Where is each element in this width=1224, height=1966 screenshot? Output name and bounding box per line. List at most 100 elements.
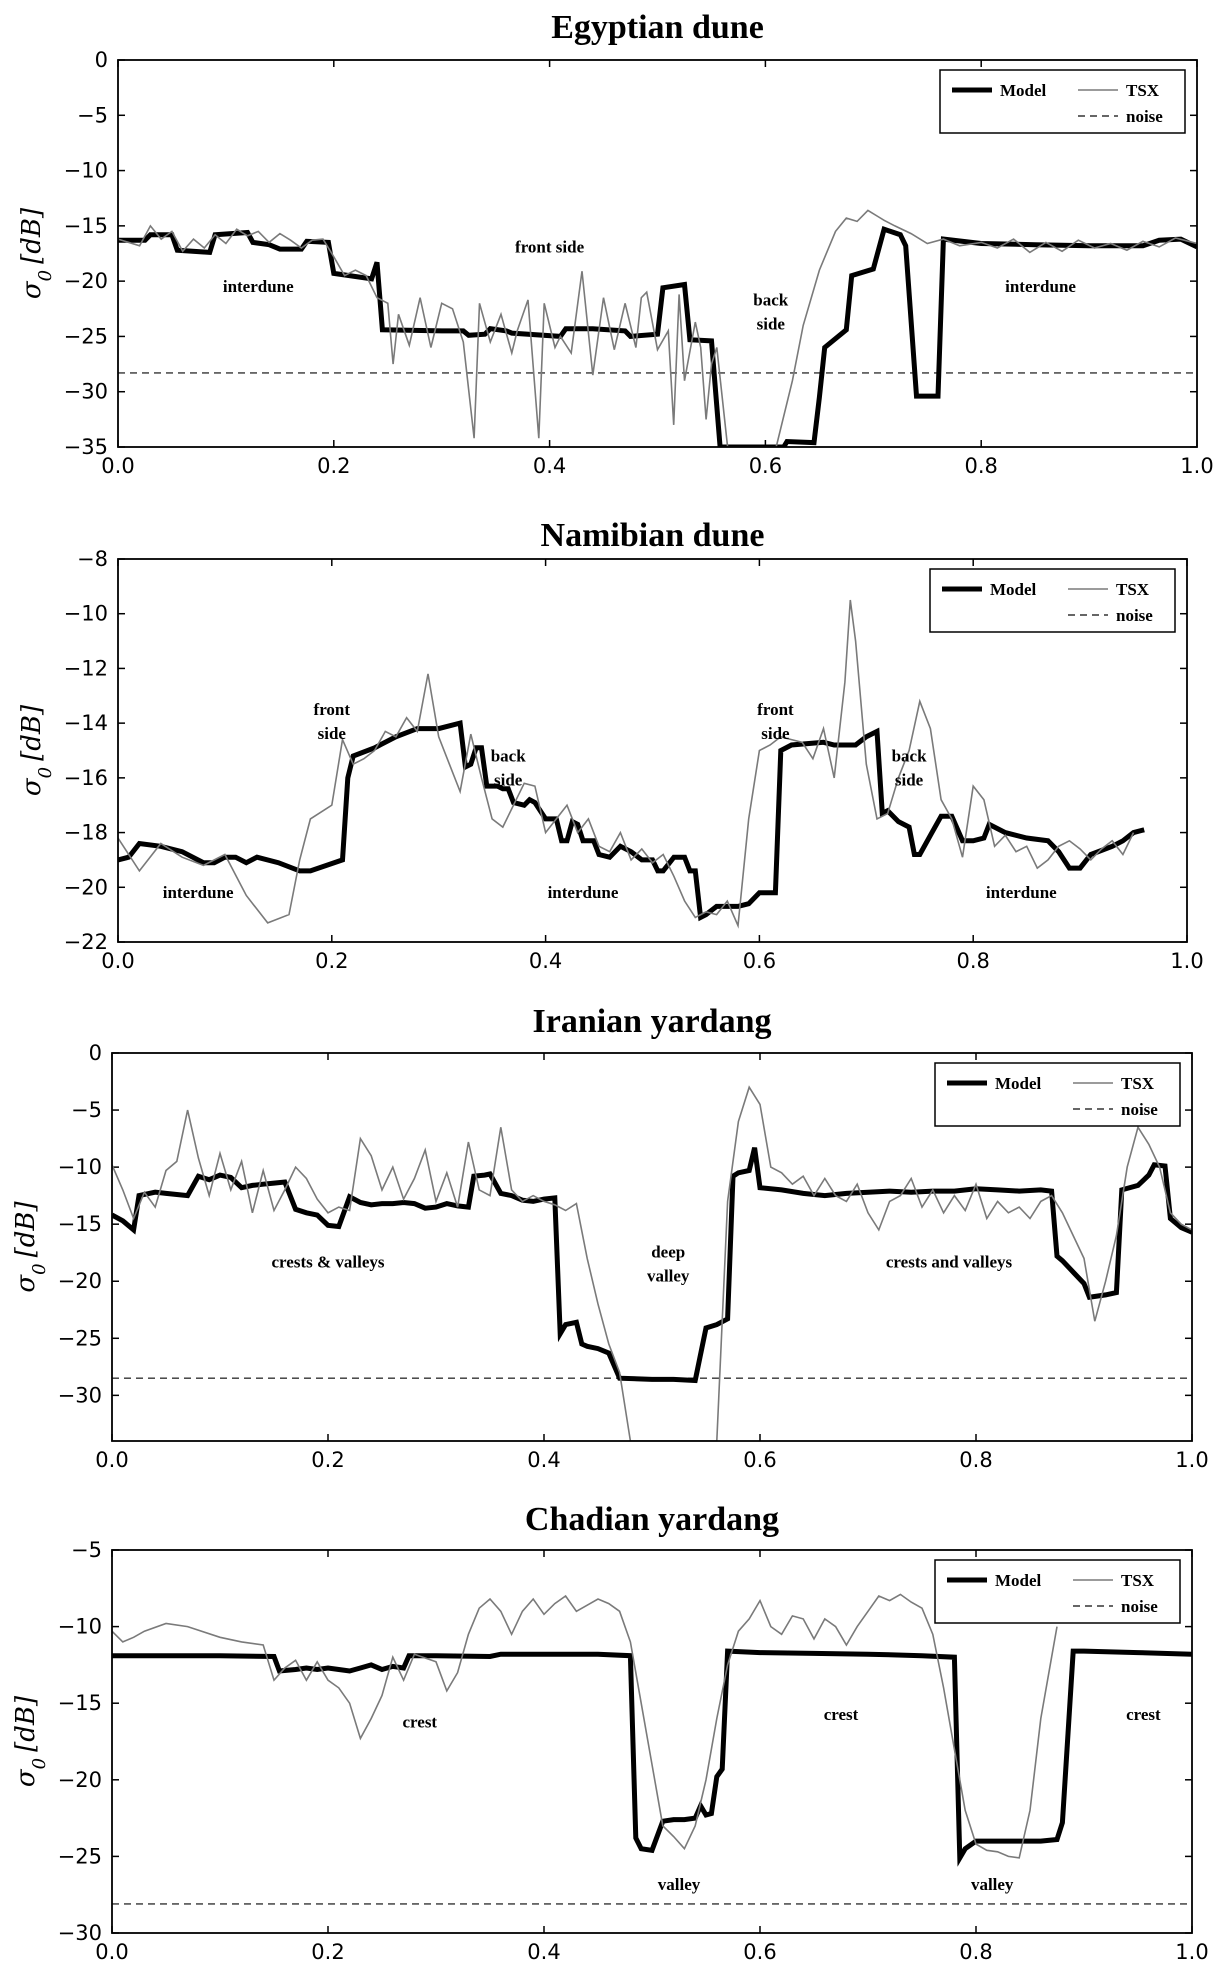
x-tick-label: 0.4 [527, 1448, 560, 1472]
legend-model-label: Model [1000, 81, 1047, 100]
x-tick-label: 0.0 [101, 454, 134, 478]
y-tick-label: −16 [64, 766, 108, 790]
legend-noise-label: noise [1126, 107, 1163, 126]
x-tick-label: 0.2 [315, 949, 348, 973]
annotation-label: crests and valleys [886, 1253, 1013, 1272]
y-label-unit: [dB] [17, 207, 47, 264]
y-tick-label: −10 [58, 1615, 102, 1639]
x-tick-label: 0.2 [311, 1448, 344, 1472]
y-tick-label: −15 [64, 214, 108, 238]
y-label-subscript: 0 [35, 270, 56, 281]
x-tick-label: 0.0 [95, 1448, 128, 1472]
x-tick-label: 1.0 [1175, 1448, 1208, 1472]
y-label-subscript: 0 [29, 1758, 50, 1769]
x-tick-label: 0.4 [527, 1940, 560, 1964]
y-tick-label: 0 [89, 1041, 102, 1065]
y-tick-label: −8 [77, 547, 108, 571]
panel-4: Chadian yardang σ0 [dB] 0.0 0.2 0.4 0.6 0.8 1.0 −… [11, 1501, 1209, 1964]
y-tick-label: −12 [64, 656, 108, 680]
legend-tsx-label: TSX [1126, 81, 1160, 100]
legend-box [939, 69, 1186, 134]
x-tick-label: 0.0 [95, 1940, 128, 1964]
annotation-label: crest [1126, 1705, 1161, 1724]
y-tick-label: −20 [64, 269, 108, 293]
y-tick-label: −35 [64, 435, 108, 459]
series-model-line [118, 225, 1197, 447]
legend-model-label: Model [995, 1074, 1042, 1093]
y-label-symbol: σ [11, 1274, 41, 1293]
legend: Model TSX noise [934, 1559, 1181, 1624]
series-model-line [112, 1147, 1192, 1384]
annotation-label: valley [658, 1875, 701, 1894]
annotation-label: front [757, 700, 794, 719]
annotation-label: side [494, 770, 523, 789]
series-tsx-line [112, 1593, 1058, 1859]
legend: Model TSX noise [939, 69, 1186, 134]
annotation-label: side [895, 770, 924, 789]
annotation-label: interdune [1005, 277, 1076, 296]
legend-box [929, 568, 1176, 633]
y-tick-label: −20 [58, 1269, 102, 1293]
y-tick-label: −25 [58, 1844, 102, 1868]
y-axis-label: σ0 [dB] [11, 1201, 50, 1293]
annotation-label: valley [971, 1875, 1014, 1894]
x-tick-label: 0.4 [529, 949, 562, 973]
y-tick-label: −10 [64, 602, 108, 626]
series-model-line [112, 1648, 1192, 1867]
annotation-label: deep [651, 1242, 685, 1261]
y-tick-label: −20 [64, 875, 108, 899]
x-tick-label: 0.0 [101, 949, 134, 973]
annotation-label: back [491, 746, 527, 765]
x-tick-label: 0.8 [956, 949, 989, 973]
annotation-label: crest [402, 1713, 437, 1732]
x-tick-label: 0.6 [749, 454, 782, 478]
y-tick-label: 0 [95, 48, 108, 72]
y-label-subscript: 0 [35, 767, 56, 778]
panel-title: Iranian yardang [533, 1003, 772, 1040]
y-label-symbol: σ [17, 280, 47, 299]
legend-noise-label: noise [1121, 1100, 1158, 1119]
annotation-label: interdune [163, 883, 234, 902]
panel-title: Egyptian dune [551, 9, 764, 46]
y-tick-label: −30 [58, 1383, 102, 1407]
y-tick-label: −14 [64, 711, 108, 735]
legend-noise-label: noise [1116, 606, 1153, 625]
y-tick-label: −5 [71, 1538, 102, 1562]
y-axis-label: σ0 [dB] [17, 704, 56, 796]
annotation-label: front side [515, 237, 585, 256]
plot-frame [111, 1052, 1193, 1442]
legend-noise-label: noise [1121, 1597, 1158, 1616]
annotation-label: crest [824, 1705, 859, 1724]
y-label-unit: [dB] [11, 1695, 41, 1752]
legend-tsx-label: TSX [1116, 580, 1150, 599]
y-tick-label: −25 [58, 1326, 102, 1350]
annotation-label: crests & valleys [272, 1253, 385, 1272]
x-tick-label: 0.6 [743, 1448, 776, 1472]
y-tick-label: −10 [58, 1155, 102, 1179]
x-tick-label: 0.2 [311, 1940, 344, 1964]
legend-model-label: Model [995, 1571, 1042, 1590]
annotation-label: side [757, 314, 786, 333]
annotation-label: interdune [548, 883, 619, 902]
y-tick-label: −15 [58, 1212, 102, 1236]
x-tick-label: 0.4 [533, 454, 566, 478]
plot-frame [111, 1549, 1193, 1934]
y-tick-label: −5 [77, 103, 108, 127]
y-tick-label: −15 [58, 1691, 102, 1715]
y-tick-label: −25 [64, 324, 108, 348]
series-tsx-line [112, 1085, 1192, 1441]
panel-2: Namibian dune σ0 [dB] 0.0 0.2 0.4 0.6 0.8 1.0 −8 −… [17, 517, 1204, 973]
legend: Model TSX noise [934, 1062, 1181, 1127]
y-axis-label: σ0 [dB] [17, 207, 56, 299]
x-tick-label: 0.2 [317, 454, 350, 478]
y-tick-label: −22 [64, 930, 108, 954]
annotation-label: interdune [986, 883, 1057, 902]
series-tsx-line [118, 209, 1197, 447]
annotation-label: interdune [223, 277, 294, 296]
y-tick-label: −18 [64, 821, 108, 845]
legend-model-label: Model [990, 580, 1037, 599]
annotation-label: back [753, 290, 789, 309]
y-axis-label: σ0 [dB] [11, 1695, 50, 1787]
annotation-label: side [761, 724, 790, 743]
